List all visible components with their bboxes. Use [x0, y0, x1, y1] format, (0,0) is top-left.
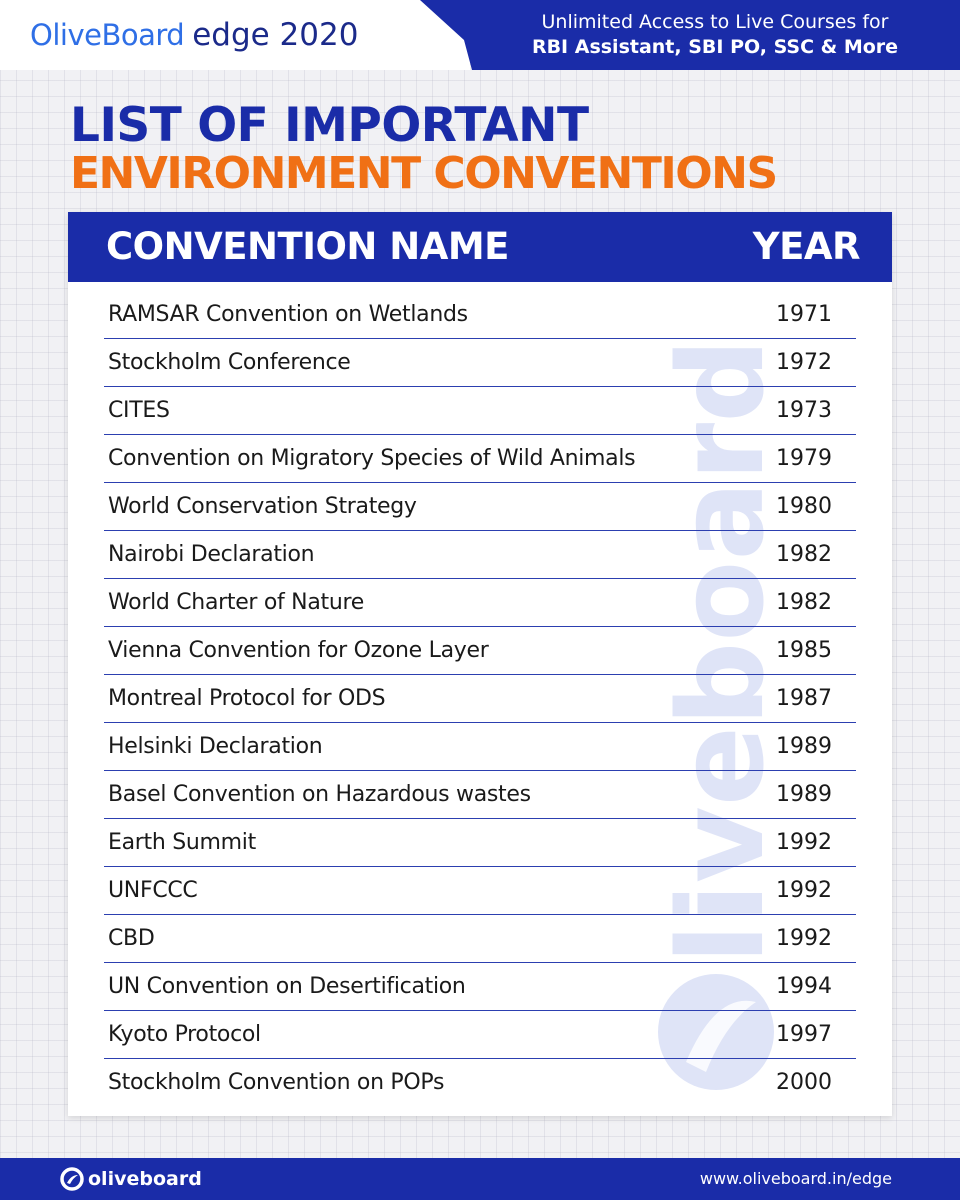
- brand-edge-label: edge 2020: [192, 17, 359, 53]
- convention-year-cell: 1994: [776, 974, 832, 999]
- convention-year-cell: 1982: [776, 542, 832, 567]
- convention-name-cell: World Conservation Strategy: [108, 494, 417, 519]
- table-row: Montreal Protocol for ODS 1987: [104, 675, 856, 723]
- column-header-year: YEAR: [752, 225, 861, 268]
- table-row: RAMSAR Convention on Wetlands 1971: [104, 291, 856, 339]
- table-row: CITES 1973: [104, 387, 856, 435]
- footer-bar: oliveboard www.oliveboard.in/edge: [0, 1158, 960, 1200]
- conventions-table: CONVENTION NAME YEAR liveboard RAMSAR Co…: [68, 212, 892, 1116]
- table-row: Vienna Convention for Ozone Layer 1985: [104, 627, 856, 675]
- footer-logo: oliveboard: [60, 1158, 202, 1200]
- convention-name-cell: Montreal Protocol for ODS: [108, 686, 386, 711]
- convention-name-cell: UN Convention on Desertification: [108, 974, 466, 999]
- convention-name-cell: CBD: [108, 926, 155, 951]
- convention-year-cell: 1985: [776, 638, 832, 663]
- footer-url-link[interactable]: www.oliveboard.in/edge: [699, 1169, 892, 1188]
- table-row: Kyoto Protocol 1997: [104, 1011, 856, 1059]
- table-row: UNFCCC 1992: [104, 867, 856, 915]
- convention-year-cell: 2000: [776, 1070, 832, 1095]
- table-row: Stockholm Conference 1972: [104, 339, 856, 387]
- convention-name-cell: Nairobi Declaration: [108, 542, 315, 567]
- convention-name-cell: UNFCCC: [108, 878, 198, 903]
- table-row: World Conservation Strategy 1980: [104, 483, 856, 531]
- oliveboard-logo-icon: [60, 1167, 84, 1191]
- page-title-line-1: LIST OF IMPORTANT: [70, 98, 589, 153]
- brand-name: OliveBoard: [30, 18, 185, 52]
- convention-name-cell: CITES: [108, 398, 170, 423]
- table-row: Helsinki Declaration 1989: [104, 723, 856, 771]
- convention-name-cell: Stockholm Convention on POPs: [108, 1070, 445, 1095]
- table-row: UN Convention on Desertification 1994: [104, 963, 856, 1011]
- convention-name-cell: Convention on Migratory Species of Wild …: [108, 446, 636, 471]
- table-row: CBD 1992: [104, 915, 856, 963]
- table-header: CONVENTION NAME YEAR: [68, 212, 892, 282]
- column-header-name: CONVENTION NAME: [106, 225, 509, 268]
- tagline-line-2: RBI Assistant, SBI PO, SSC & More: [531, 36, 899, 58]
- table-row: Basel Convention on Hazardous wastes 1989: [104, 771, 856, 819]
- page-title-line-2: ENVIRONMENT CONVENTIONS: [70, 148, 778, 199]
- table-row: Convention on Migratory Species of Wild …: [104, 435, 856, 483]
- convention-year-cell: 1971: [776, 302, 832, 327]
- brand-logo: OliveBoard edge 2020: [0, 0, 470, 70]
- convention-year-cell: 1972: [776, 350, 832, 375]
- convention-name-cell: Helsinki Declaration: [108, 734, 323, 759]
- convention-year-cell: 1997: [776, 1022, 832, 1047]
- convention-name-cell: Earth Summit: [108, 830, 256, 855]
- convention-year-cell: 1987: [776, 686, 832, 711]
- table-row: Nairobi Declaration 1982: [104, 531, 856, 579]
- convention-year-cell: 1992: [776, 830, 832, 855]
- convention-year-cell: 1992: [776, 878, 832, 903]
- table-row: Earth Summit 1992: [104, 819, 856, 867]
- convention-name-cell: Stockholm Conference: [108, 350, 351, 375]
- convention-year-cell: 1989: [776, 734, 832, 759]
- tagline-line-1: Unlimited Access to Live Courses for: [541, 11, 889, 33]
- convention-name-cell: Basel Convention on Hazardous wastes: [108, 782, 531, 807]
- footer-brand-name: oliveboard: [88, 1168, 202, 1190]
- table-row: Stockholm Convention on POPs 2000: [104, 1059, 856, 1107]
- convention-name-cell: Kyoto Protocol: [108, 1022, 261, 1047]
- banner-tagline: Unlimited Access to Live Courses for RBI…: [420, 0, 960, 70]
- convention-year-cell: 1992: [776, 926, 832, 951]
- convention-year-cell: 1973: [776, 398, 832, 423]
- table-row: World Charter of Nature 1982: [104, 579, 856, 627]
- top-banner: OliveBoard edge 2020 Unlimited Access to…: [0, 0, 960, 70]
- table-body: RAMSAR Convention on Wetlands 1971 Stockho…: [104, 291, 856, 1107]
- convention-year-cell: 1982: [776, 590, 832, 615]
- convention-name-cell: RAMSAR Convention on Wetlands: [108, 302, 468, 327]
- convention-year-cell: 1980: [776, 494, 832, 519]
- convention-year-cell: 1989: [776, 782, 832, 807]
- convention-name-cell: Vienna Convention for Ozone Layer: [108, 638, 489, 663]
- convention-year-cell: 1979: [776, 446, 832, 471]
- convention-name-cell: World Charter of Nature: [108, 590, 364, 615]
